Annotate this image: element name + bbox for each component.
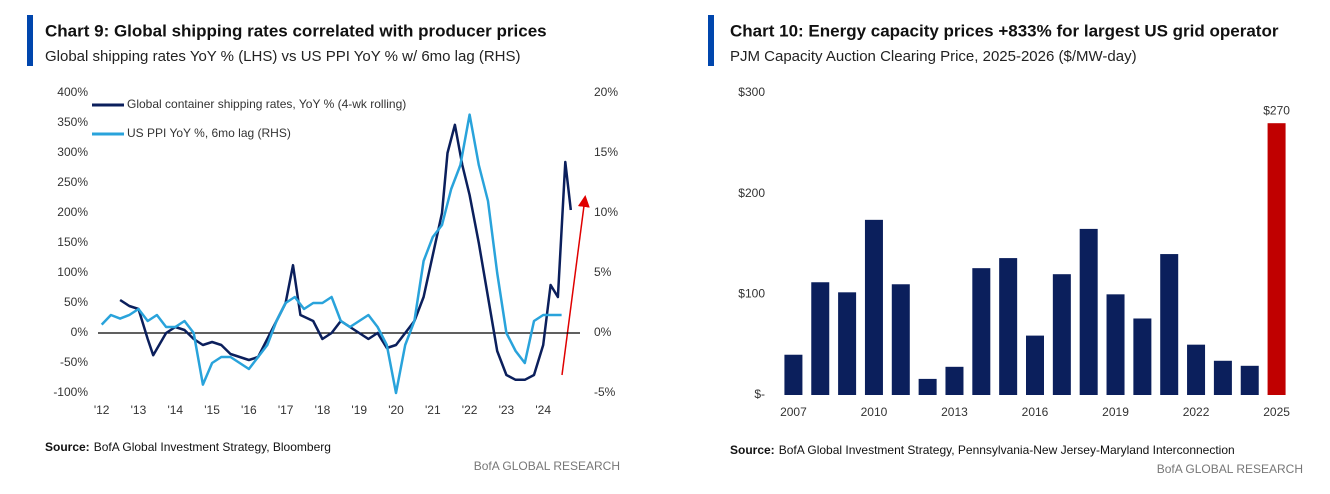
source: Source: BofA Global Investment Strategy, … [45,440,331,454]
series-line [100,113,562,395]
credit: BofA GLOBAL RESEARCH [1157,462,1303,476]
bar [784,354,803,395]
bar [1267,123,1286,395]
y2-tick-label: 20% [594,85,618,99]
y-tick-label: 300% [57,145,88,159]
y-tick-label: -50% [60,355,88,369]
y-tick-label: 50% [64,295,88,309]
bar [838,292,857,395]
x-tick-label: '13 [131,403,147,417]
x-tick-label: '17 [278,403,294,417]
x-tick-label: '12 [94,403,110,417]
y-tick-label: 200% [57,205,88,219]
bar [864,219,883,395]
bar [1187,344,1206,395]
source-label: Source: [730,443,775,457]
y-tick-label: 250% [57,175,88,189]
chart-title: Chart 9: Global shipping rates correlate… [45,21,547,40]
bar [811,282,830,395]
y-tick-label: $- [754,387,765,401]
bar [1026,335,1044,395]
bar [999,258,1018,395]
y-tick-label: $100 [738,287,765,301]
source-label: Source: [45,440,90,454]
x-tick-label: '20 [388,403,404,417]
source-text: BofA Global Investment Strategy, Bloombe… [94,440,331,454]
y2-tick-label: -5% [594,385,616,399]
bar [945,366,964,395]
y-tick-label: 0% [71,325,89,339]
bar [1160,254,1179,395]
legend-label: Global container shipping rates, YoY % (… [127,97,406,111]
y-tick-label: -100% [53,385,88,399]
y-tick-label: 100% [57,265,88,279]
chart-subtitle: Global shipping rates YoY % (LHS) vs US … [45,48,521,65]
bar [1213,360,1232,395]
x-tick-label: 2016 [1022,405,1049,419]
source: Source: BofA Global Investment Strategy, … [730,443,1235,457]
x-tick-label: '15 [204,403,220,417]
bar [972,268,991,395]
x-tick-label: 2007 [780,405,807,419]
bar [1079,228,1098,395]
y-tick-label: $200 [738,186,765,200]
bar [1133,318,1152,395]
value-label: $270 [1263,103,1290,117]
credit: BofA GLOBAL RESEARCH [474,459,620,473]
bar [918,378,937,395]
x-tick-label: '16 [241,403,257,417]
bar [1240,365,1259,395]
x-tick-label: 2010 [861,405,888,419]
x-tick-label: 2013 [941,405,968,419]
bar [891,284,910,395]
bar [1052,274,1071,395]
title-accent [27,15,33,66]
trend-arrow [561,195,590,376]
bar [1106,294,1125,395]
x-tick-label: '24 [535,403,551,417]
y-tick-label: 150% [57,235,88,249]
y2-tick-label: 10% [594,205,618,219]
y2-tick-label: 5% [594,265,612,279]
series-line [119,123,573,382]
x-tick-label: '18 [315,403,331,417]
chart-subtitle: PJM Capacity Auction Clearing Price, 202… [730,48,1137,65]
title-accent [708,15,714,66]
x-tick-label: '22 [462,403,478,417]
legend-label: US PPI YoY %, 6mo lag (RHS) [127,126,291,140]
x-tick-label: 2025 [1263,405,1290,419]
x-tick-label: '14 [167,403,183,417]
x-tick-label: '19 [351,403,367,417]
y2-tick-label: 15% [594,145,618,159]
x-tick-label: '23 [499,403,515,417]
y-tick-label: 400% [57,85,88,99]
x-tick-label: 2019 [1102,405,1129,419]
chart-title: Chart 10: Energy capacity prices +833% f… [730,21,1279,40]
x-tick-label: '21 [425,403,441,417]
source-text: BofA Global Investment Strategy, Pennsyl… [779,443,1235,457]
y-tick-label: 350% [57,115,88,129]
y2-tick-label: 0% [594,325,612,339]
x-tick-label: 2022 [1183,405,1210,419]
y-tick-label: $300 [738,85,765,99]
